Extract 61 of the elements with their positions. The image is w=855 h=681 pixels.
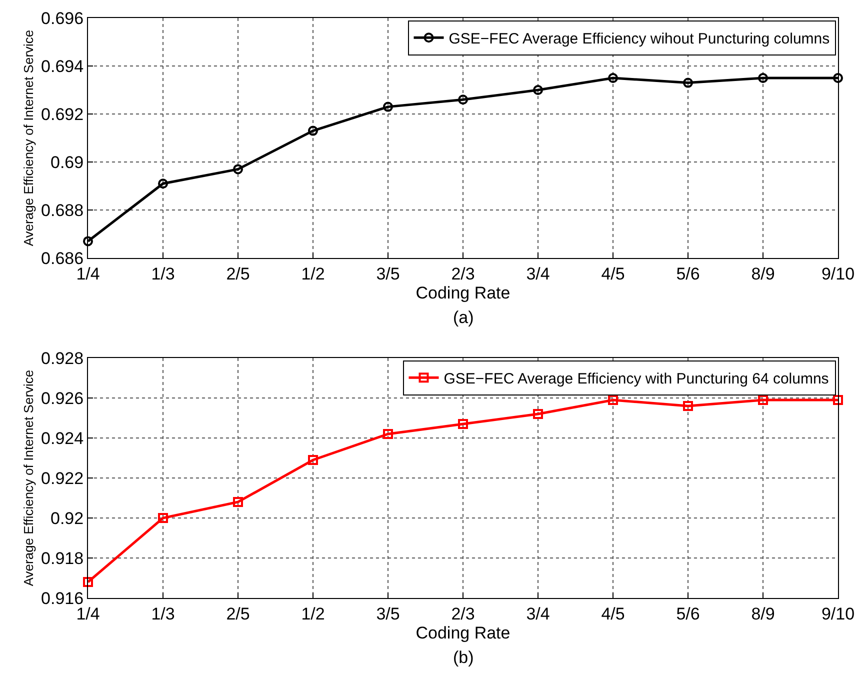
y-tick-label: 0.692 <box>41 104 84 124</box>
point <box>758 73 768 83</box>
y-tick-label: 0.696 <box>41 8 84 28</box>
legend-label: GSE−FEC Average Efficiency wihout Puncturing columns <box>448 30 830 48</box>
x-tick-label: 4/5 <box>601 604 625 624</box>
legend-label: GSE−FEC Average Efficiency with Puncturing 64 columns <box>444 370 829 388</box>
point <box>683 401 693 411</box>
point <box>608 73 618 83</box>
y-tick-label: 0.928 <box>41 348 84 368</box>
x-tick-label: 9/10 <box>821 604 855 624</box>
x-tick-label: 9/10 <box>821 264 855 284</box>
point <box>458 419 468 429</box>
x-tick-label: 2/5 <box>226 264 250 284</box>
y-tick-label: 0.688 <box>41 200 84 220</box>
y-tick-label: 0.92 <box>50 508 84 528</box>
text: (b) <box>453 648 474 667</box>
point <box>833 395 843 405</box>
point <box>458 94 468 105</box>
x-tick-label: 1/3 <box>151 604 175 624</box>
x-tick-label: 8/9 <box>751 264 775 284</box>
point <box>83 236 93 246</box>
x-tick-label: 2/5 <box>226 604 250 624</box>
x-axis-title: Coding Rate <box>416 283 510 302</box>
x-tick-label: 2/3 <box>451 604 475 624</box>
point <box>383 102 393 112</box>
y-tick-label: 0.918 <box>41 548 84 568</box>
point <box>308 455 318 465</box>
point <box>683 78 693 88</box>
x-axis-title: Coding Rate <box>416 623 510 642</box>
x-tick-label: 1/3 <box>151 264 175 284</box>
y-tick-label: 0.69 <box>50 152 84 172</box>
point <box>383 429 393 439</box>
x-tick-label: 8/9 <box>751 604 775 624</box>
x-tick-label: 1/2 <box>301 264 325 284</box>
y-tick-label: 0.694 <box>41 56 84 76</box>
x-tick-label: 3/4 <box>526 264 550 284</box>
x-tick-label: 2/3 <box>451 264 475 284</box>
y-tick-label: 0.922 <box>41 468 84 488</box>
x-tick-label: 1/2 <box>301 604 325 624</box>
text: (a) <box>453 308 474 327</box>
point <box>158 178 168 189</box>
point <box>608 395 618 405</box>
x-tick-label: 5/6 <box>676 264 700 284</box>
point <box>233 497 243 507</box>
y-tick-label: 0.926 <box>41 388 84 408</box>
point <box>158 513 168 523</box>
point <box>533 85 543 95</box>
point <box>758 395 768 405</box>
x-tick-label: 3/5 <box>376 264 400 284</box>
point <box>833 73 843 83</box>
y-axis-title: Average Efficiency of Internet Service <box>21 30 36 246</box>
point <box>233 164 243 174</box>
point <box>308 126 318 136</box>
x-tick-label: 3/4 <box>526 604 550 624</box>
point <box>83 577 93 587</box>
x-tick-label: 4/5 <box>601 264 625 284</box>
x-tick-label: 5/6 <box>676 604 700 624</box>
y-tick-label: 0.924 <box>41 428 84 448</box>
x-tick-label: 3/5 <box>376 604 400 624</box>
point <box>533 409 543 419</box>
y-axis-title: Average Efficiency of Internet Service <box>21 370 36 586</box>
